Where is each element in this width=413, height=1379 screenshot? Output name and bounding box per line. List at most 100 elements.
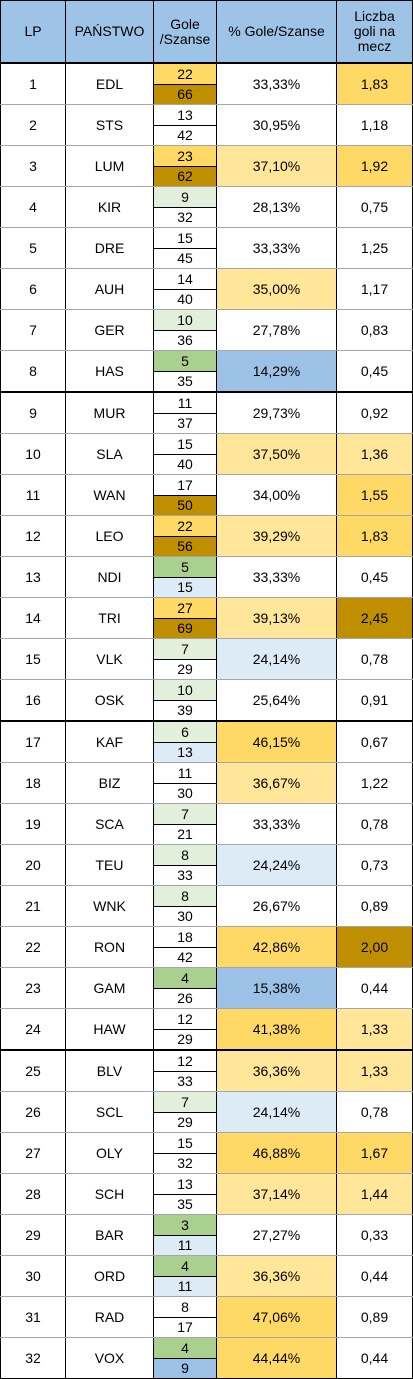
- table-row: 3 LUM 23 62 37,10% 1,92: [0, 145, 413, 187]
- cell-goals: 15: [154, 1133, 216, 1154]
- cell-goals: 12: [154, 1051, 216, 1072]
- cell-goals-chances: 27 69: [153, 597, 217, 639]
- cell-state: VOX: [65, 1337, 154, 1379]
- cell-goals-chances: 22 66: [153, 63, 217, 105]
- cell-chances: 45: [154, 248, 216, 268]
- cell-state: BLV: [65, 1050, 154, 1092]
- cell-avg: 1,44: [336, 1173, 413, 1215]
- table-row: 31 RAD 8 17 47,06% 0,89: [0, 1296, 413, 1338]
- cell-state: KAF: [65, 721, 154, 763]
- cell-avg: 0,44: [336, 967, 413, 1009]
- table-row: 12 LEO 22 56 39,29% 1,83: [0, 515, 413, 557]
- cell-goals: 11: [154, 763, 216, 784]
- cell-chances: 32: [154, 1153, 216, 1173]
- table-row: 15 VLK 7 29 24,14% 0,78: [0, 638, 413, 680]
- cell-pct: 25,64%: [216, 679, 337, 722]
- table-row: 28 SCH 13 35 37,14% 1,44: [0, 1173, 413, 1215]
- cell-avg: 1,83: [336, 515, 413, 557]
- cell-goals-chances: 15 40: [153, 433, 217, 475]
- cell-state: HAS: [65, 350, 154, 393]
- cell-state: DRE: [65, 227, 154, 269]
- cell-lp: 8: [0, 350, 66, 393]
- cell-avg: 0,78: [336, 1091, 413, 1133]
- cell-pct: 24,14%: [216, 1091, 337, 1133]
- cell-goals: 27: [154, 598, 216, 619]
- cell-pct: 47,06%: [216, 1296, 337, 1338]
- cell-avg: 0,73: [336, 844, 413, 886]
- cell-avg: 1,67: [336, 1132, 413, 1174]
- cell-chances: 29: [154, 1029, 216, 1049]
- table-row: 27 OLY 15 32 46,88% 1,67: [0, 1132, 413, 1174]
- cell-state: SCL: [65, 1091, 154, 1133]
- table-row: 29 BAR 3 11 27,27% 0,33: [0, 1214, 413, 1256]
- cell-goals: 15: [154, 434, 216, 455]
- cell-goals: 8: [154, 1297, 216, 1318]
- cell-goals: 13: [154, 1174, 216, 1195]
- cell-state: STS: [65, 104, 154, 146]
- cell-chances: 39: [154, 700, 216, 720]
- cell-avg: 0,89: [336, 1296, 413, 1338]
- cell-avg: 1,33: [336, 1008, 413, 1051]
- cell-pct: 29,73%: [216, 392, 337, 434]
- cell-goals: 10: [154, 310, 216, 331]
- cell-lp: 31: [0, 1296, 66, 1338]
- table-row: 4 KIR 9 32 28,13% 0,75: [0, 186, 413, 228]
- cell-goals-chances: 6 13: [153, 721, 217, 763]
- cell-lp: 27: [0, 1132, 66, 1174]
- cell-avg: 1,55: [336, 474, 413, 516]
- cell-pct: 24,24%: [216, 844, 337, 886]
- cell-chances: 36: [154, 330, 216, 350]
- table-row: 13 NDI 5 15 33,33% 0,45: [0, 556, 413, 598]
- cell-lp: 3: [0, 145, 66, 187]
- cell-pct: 33,33%: [216, 63, 337, 105]
- cell-state: SCH: [65, 1173, 154, 1215]
- header-goals-chances: Gole /Szanse: [153, 0, 217, 64]
- cell-pct: 37,14%: [216, 1173, 337, 1215]
- cell-state: TRI: [65, 597, 154, 639]
- table-row: 22 RON 18 42 42,86% 2,00: [0, 926, 413, 968]
- cell-pct: 30,95%: [216, 104, 337, 146]
- header-avg: Liczba goli na mecz: [336, 0, 413, 64]
- header-pct: % Gole/Szanse: [216, 0, 337, 64]
- cell-chances: 33: [154, 865, 216, 885]
- cell-state: OSK: [65, 679, 154, 722]
- cell-lp: 26: [0, 1091, 66, 1133]
- cell-chances: 50: [154, 495, 216, 515]
- table-row: 18 BIZ 11 30 36,67% 1,22: [0, 762, 413, 804]
- cell-state: BIZ: [65, 762, 154, 804]
- cell-goals: 9: [154, 187, 216, 208]
- cell-avg: 0,91: [336, 679, 413, 722]
- cell-goals: 4: [154, 968, 216, 989]
- cell-lp: 16: [0, 679, 66, 722]
- cell-goals: 4: [154, 1338, 216, 1359]
- cell-goals-chances: 13 42: [153, 104, 217, 146]
- header-goals-line1: Gole: [170, 15, 200, 32]
- table-body: 1 EDL 22 66 33,33% 1,83 2 STS 13 42 30,95% 1,18 3 LUM…: [0, 63, 413, 1379]
- cell-goals: 7: [154, 804, 216, 825]
- cell-goals-chances: 4 26: [153, 967, 217, 1009]
- cell-avg: 1,83: [336, 63, 413, 105]
- cell-goals: 8: [154, 886, 216, 907]
- table-row: 25 BLV 12 33 36,36% 1,33: [0, 1050, 413, 1092]
- cell-avg: 0,89: [336, 885, 413, 927]
- cell-state: RON: [65, 926, 154, 968]
- table-row: 2 STS 13 42 30,95% 1,18: [0, 104, 413, 146]
- cell-avg: 0,44: [336, 1255, 413, 1297]
- cell-state: EDL: [65, 63, 154, 105]
- cell-pct: 24,14%: [216, 638, 337, 680]
- header-row: LP PAŃSTWO Gole /Szanse % Gole/Szanse Li…: [0, 0, 413, 64]
- cell-pct: 36,36%: [216, 1050, 337, 1092]
- cell-pct: 35,00%: [216, 268, 337, 310]
- cell-goals: 3: [154, 1215, 216, 1236]
- cell-lp: 18: [0, 762, 66, 804]
- table-row: 20 TEU 8 33 24,24% 0,73: [0, 844, 413, 886]
- cell-lp: 9: [0, 392, 66, 434]
- cell-goals-chances: 17 50: [153, 474, 217, 516]
- cell-pct: 33,33%: [216, 803, 337, 845]
- table-row: 32 VOX 4 9 44,44% 0,44: [0, 1337, 413, 1379]
- cell-goals: 12: [154, 1009, 216, 1030]
- cell-goals-chances: 18 42: [153, 926, 217, 968]
- cell-goals-chances: 11 30: [153, 762, 217, 804]
- table-row: 11 WAN 17 50 34,00% 1,55: [0, 474, 413, 516]
